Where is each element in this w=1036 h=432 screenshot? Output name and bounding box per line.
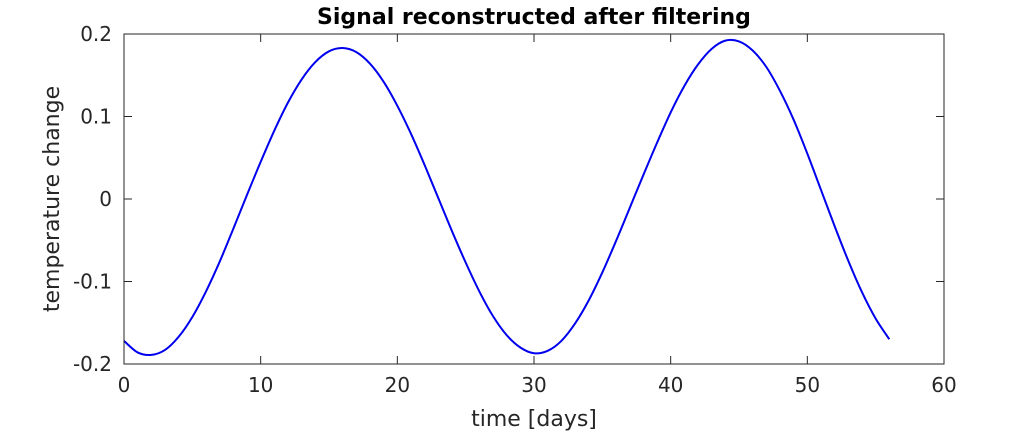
- y-tick-label: 0.2: [80, 22, 112, 46]
- x-tick-label: 30: [521, 373, 546, 397]
- x-tick-label: 60: [931, 373, 956, 397]
- y-tick-label: -0.1: [73, 270, 112, 294]
- plot-area: [124, 34, 944, 364]
- axes-box: [123, 33, 945, 365]
- y-axis-label: temperature change: [40, 86, 65, 312]
- y-tick-label: 0.1: [80, 105, 112, 129]
- y-tick-label: -0.2: [73, 352, 112, 376]
- series-line: [123, 38, 891, 357]
- x-tick-label: 50: [795, 373, 820, 397]
- chart-title: Signal reconstructed after filtering: [317, 5, 751, 30]
- y-tick-label: 0: [99, 187, 112, 211]
- x-tick-label: 20: [385, 373, 410, 397]
- x-tick-label: 10: [248, 373, 273, 397]
- x-tick-label: 40: [658, 373, 683, 397]
- x-axis-label: time [days]: [471, 407, 597, 432]
- tick-labels: 0 10 20 30 40 50 60 -0.2 -0.1 0 0.1 0.2: [73, 22, 957, 397]
- x-tick-label: 0: [118, 373, 131, 397]
